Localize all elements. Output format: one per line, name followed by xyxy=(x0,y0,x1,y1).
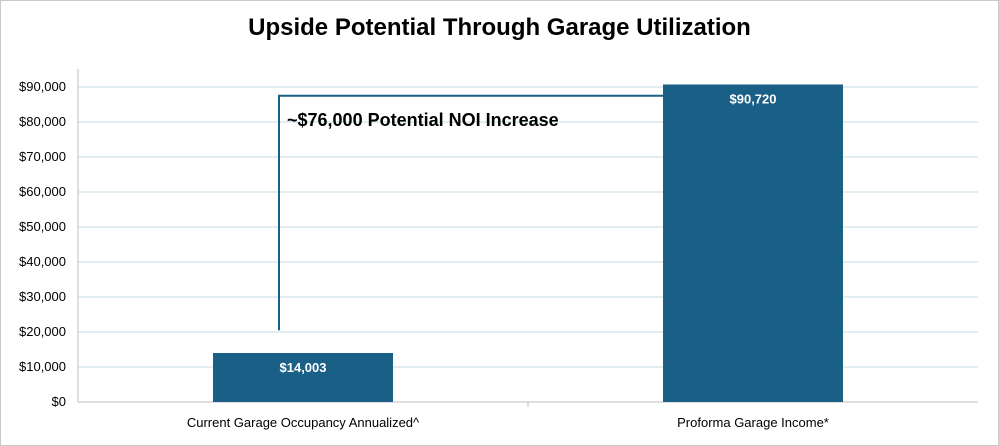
chart-title: Upside Potential Through Garage Utilizat… xyxy=(248,14,751,41)
y-tick-label: $90,000 xyxy=(19,79,66,94)
x-tick-label: Proforma Garage Income* xyxy=(677,415,829,430)
bar xyxy=(663,84,843,402)
y-tick-label: $60,000 xyxy=(19,184,66,199)
y-tick-label: $50,000 xyxy=(19,219,66,234)
y-tick-label: $20,000 xyxy=(19,324,66,339)
x-tick-label: Current Garage Occupancy Annualized^ xyxy=(187,415,420,430)
data-label: $90,720 xyxy=(730,91,777,106)
y-tick-label: $0 xyxy=(52,394,66,409)
y-tick-label: $10,000 xyxy=(19,359,66,374)
y-tick-label: $70,000 xyxy=(19,149,66,164)
annotation-arrow-line xyxy=(278,94,701,331)
y-tick-label: $80,000 xyxy=(19,114,66,129)
y-tick-label: $30,000 xyxy=(19,289,66,304)
data-label: $14,003 xyxy=(280,360,327,375)
annotation-text: ~$76,000 Potential NOI Increase xyxy=(287,110,559,130)
arrow-head-icon xyxy=(701,90,713,101)
bar xyxy=(213,352,393,402)
y-tick-label: $40,000 xyxy=(19,254,66,269)
